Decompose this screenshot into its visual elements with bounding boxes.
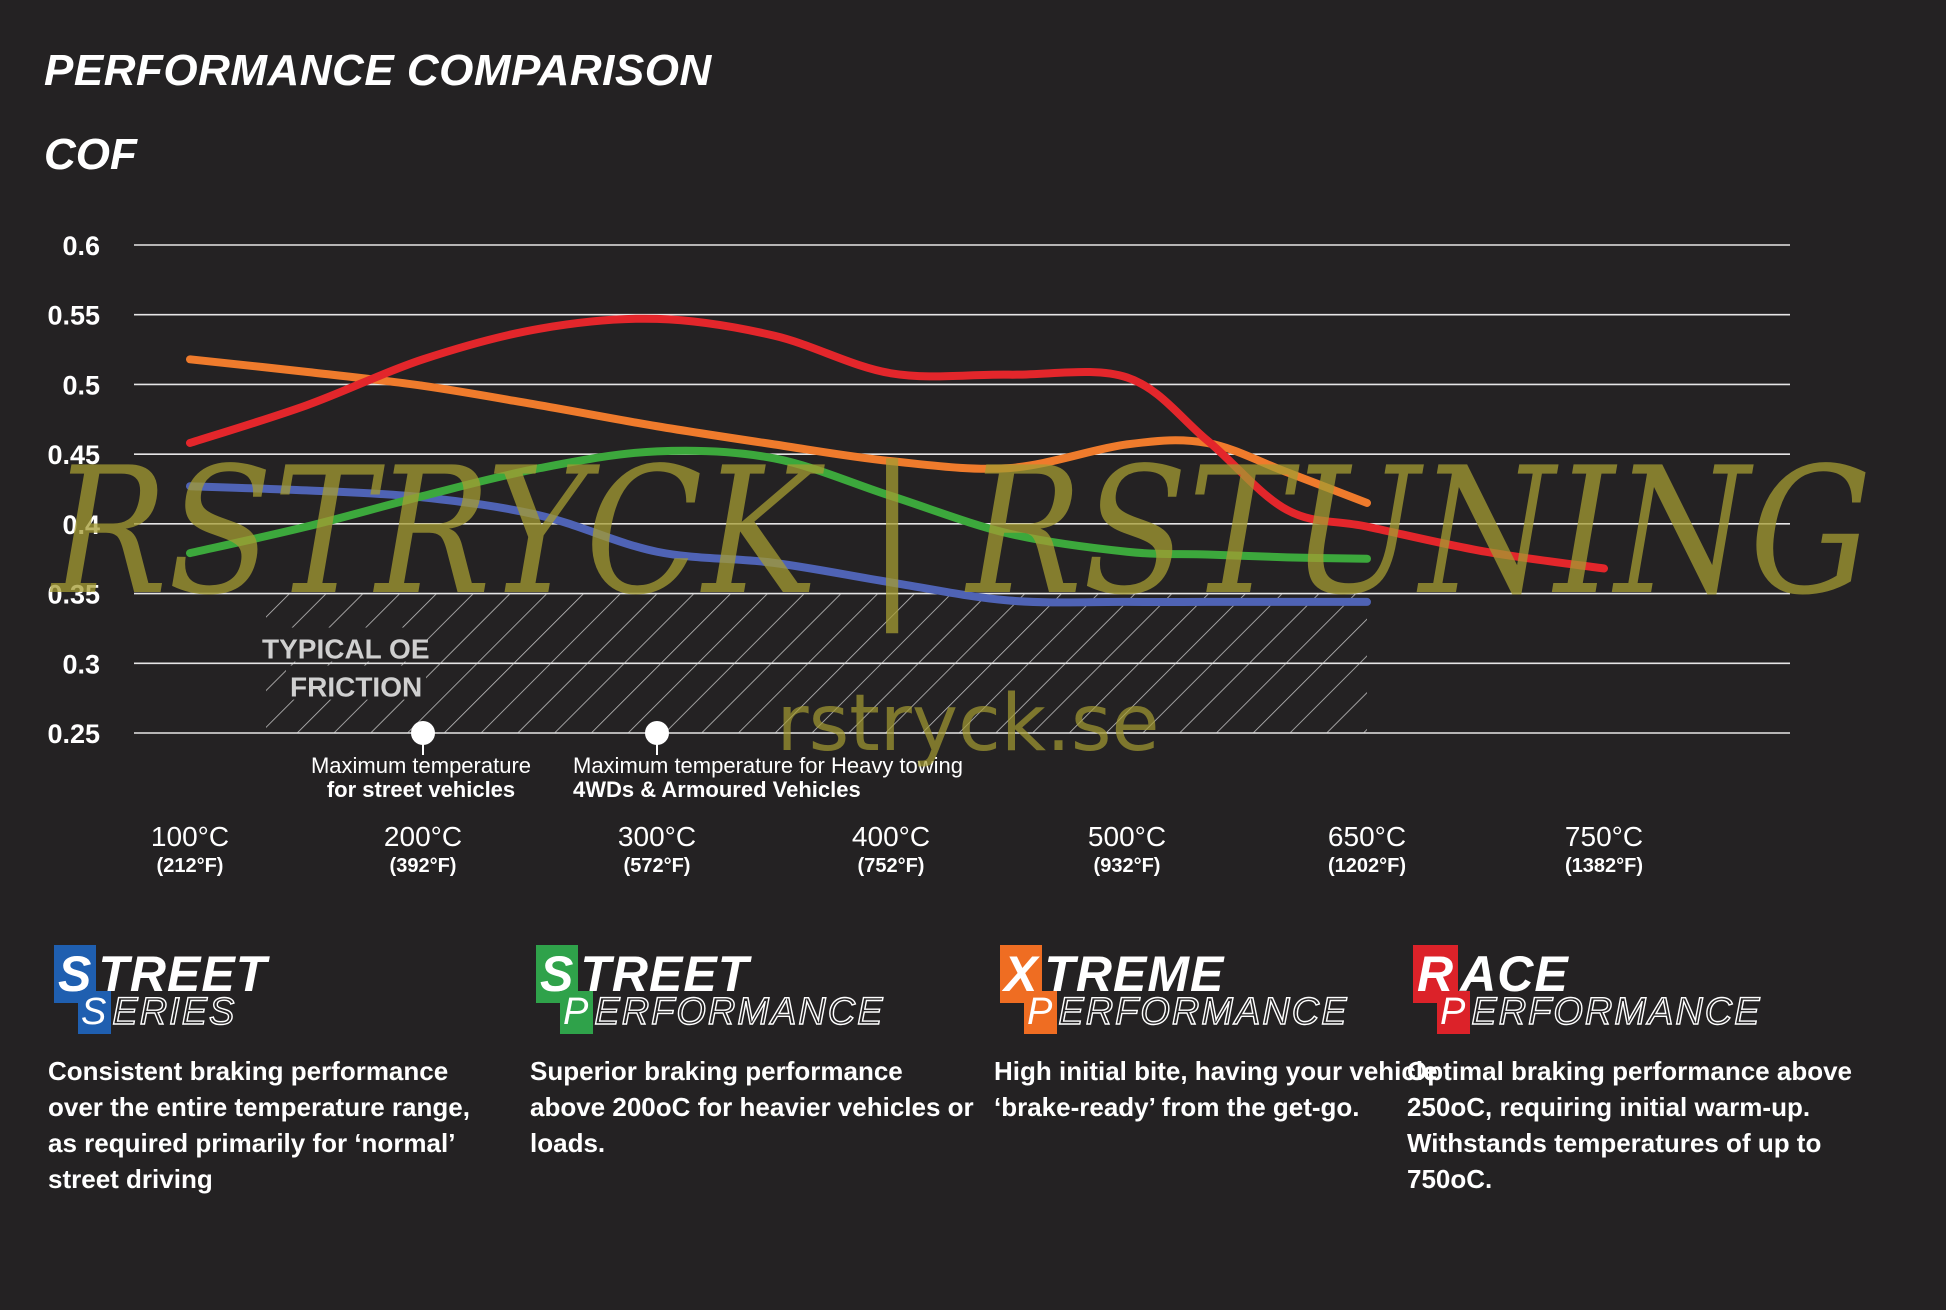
legend-item-street-series: S TREET S ERIES Consistent braking performan… [44,945,494,1197]
x-tick-label: 300°C [618,821,696,852]
y-axis-title: COF [44,130,137,179]
legend-description: Optimal braking performance above 250oC,… [1407,1056,1853,1194]
brand-logo: R ACE P ERFORMANCE [1403,945,1853,1045]
y-tick-label: 0.5 [62,370,100,400]
brand-word: TREME [1044,946,1225,1002]
marker-label: Maximum temperature [311,753,531,778]
page-title: PERFORMANCE COMPARISON [44,46,712,95]
x-tick-sublabel: (1202°F) [1328,855,1406,877]
legend-description: Superior braking performance above 200oC… [530,1056,974,1158]
brand-line-initial: P [1437,991,1471,1034]
brand-logo: X TREME P ERFORMANCE [990,945,1440,1045]
marker-label: Maximum temperature for Heavy towing [573,753,963,778]
y-tick-label: 0.55 [47,301,100,331]
marker-label: for street vehicles [327,777,515,802]
x-tick-sublabel: (212°F) [157,855,224,877]
y-tick-label: 0.25 [47,719,100,749]
brand-line-word: ERFORMANCE [1058,990,1349,1033]
x-tick-sublabel: (932°F) [1094,855,1161,877]
brand-line-word: ERFORMANCE [1471,990,1762,1033]
y-tick-label: 0.3 [62,649,100,679]
brand-initial: X [1000,945,1043,1003]
x-tick-sublabel: (392°F) [390,855,457,877]
x-tick-label: 400°C [852,821,930,852]
brand-line-word: ERIES [112,990,237,1033]
brand-line: P ERFORMANCE [560,990,885,1034]
brand-logo: S TREET P ERFORMANCE [526,945,976,1045]
x-tick-label: 200°C [384,821,462,852]
cof-chart: 0.6 0.55 0.5 0.45 0.4 0.35 0.3 0.25 TYPICAL OE F… [47,231,1872,877]
series-line-race-performance [186,314,1608,573]
brand-word: ACE [1460,946,1569,1002]
x-tick-label: 650°C [1328,821,1406,852]
region-label: FRICTION [290,672,422,703]
max-temp-marker [411,721,435,745]
watermark-url: rstryck.se [777,679,1160,769]
region-label-bg [286,665,426,700]
brand-line-initial: S [78,991,112,1034]
x-tick-label: 500°C [1088,821,1166,852]
region-label: TYPICAL OE [262,634,430,665]
series-line-street-series [186,482,1371,607]
brand-logo: S TREET S ERIES [44,945,494,1045]
brand-name: R ACE [1413,945,1569,1003]
y-tick-label: 0.35 [47,580,100,610]
brand-line-initial: P [1024,991,1058,1034]
brand-line-word: ERFORMANCE [594,990,885,1033]
brand-word: TREET [580,946,750,1002]
x-tick-sublabel: (1382°F) [1565,855,1643,877]
marker-label: 4WDs & Armoured Vehicles [573,777,861,802]
x-tick-sublabel: (752°F) [858,855,925,877]
legend-item-xtreme-performance: X TREME P ERFORMANCE High initial bite, havi… [990,945,1440,1125]
legend-item-street-performance: S TREET P ERFORMANCE Superior braking perfor… [526,945,976,1161]
legend-item-race-performance: R ACE P ERFORMANCE Optimal braking performan… [1403,945,1853,1197]
x-tick-label: 100°C [151,821,229,852]
typical-oe-friction-region [266,593,1367,733]
brand-line-initial: P [560,991,594,1034]
watermark-logo: RSTRYCK | RSTUNING [49,431,1872,634]
brand-word: TREET [98,946,268,1002]
series-line-street-performance [186,446,1371,563]
brand-name: X TREME [1000,945,1224,1003]
y-tick-label: 0.4 [62,510,100,540]
y-tick-label: 0.6 [62,231,100,261]
legend-description: High initial bite, having your vehicle ‘… [994,1056,1438,1122]
brand-line: S ERIES [78,990,237,1034]
region-label-bg [258,627,426,662]
max-temp-marker [645,721,669,745]
x-tick-label: 750°C [1565,821,1643,852]
legend-description: Consistent braking performance over the … [48,1056,470,1194]
brand-line: P ERFORMANCE [1437,990,1762,1034]
y-tick-label: 0.45 [47,440,100,470]
brand-line: P ERFORMANCE [1024,990,1349,1034]
x-tick-sublabel: (572°F) [624,855,691,877]
